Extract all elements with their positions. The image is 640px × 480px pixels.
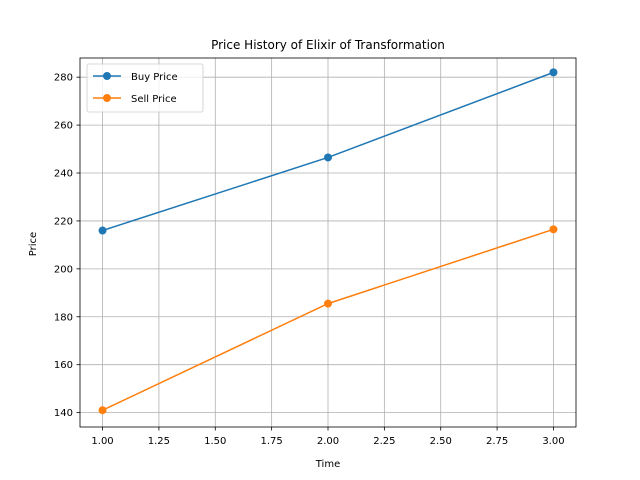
x-axis-ticks: 1.00 1.25 1.50 1.75 2.00 2.25 2.50 2.75 3.00 bbox=[91, 427, 565, 447]
y-tick-label: 240 bbox=[54, 169, 73, 180]
y-axis-ticks: 140 160 180 200 220 240 260 280 bbox=[54, 73, 80, 419]
x-tick-label: 2.50 bbox=[430, 436, 452, 447]
legend: Buy Price Sell Price bbox=[86, 63, 204, 113]
data-point bbox=[324, 153, 332, 162]
y-axis-label: Price bbox=[28, 232, 39, 256]
y-tick-label: 220 bbox=[54, 216, 73, 227]
legend-label: Sell Price bbox=[131, 94, 177, 105]
x-tick-label: 1.25 bbox=[148, 436, 170, 447]
legend-marker bbox=[103, 94, 111, 102]
x-tick-label: 1.00 bbox=[91, 436, 113, 447]
x-tick-label: 3.00 bbox=[542, 436, 564, 447]
grid bbox=[80, 58, 576, 427]
data-point bbox=[549, 225, 558, 234]
data-point bbox=[549, 68, 558, 77]
y-tick-label: 260 bbox=[54, 121, 73, 132]
x-tick-label: 2.25 bbox=[373, 436, 395, 447]
x-tick-label: 2.00 bbox=[317, 436, 339, 447]
y-tick-label: 160 bbox=[54, 360, 73, 371]
data-point bbox=[98, 226, 107, 235]
y-tick-label: 140 bbox=[54, 408, 73, 419]
y-tick-label: 180 bbox=[54, 312, 73, 323]
data-point bbox=[324, 299, 332, 308]
legend-label: Buy Price bbox=[131, 72, 178, 83]
x-tick-label: 1.75 bbox=[261, 436, 283, 447]
x-tick-label: 1.50 bbox=[204, 436, 226, 447]
y-tick-label: 280 bbox=[54, 73, 73, 84]
x-tick-label: 2.75 bbox=[486, 436, 508, 447]
x-axis-label: Time bbox=[315, 459, 340, 470]
y-tick-label: 200 bbox=[54, 264, 73, 275]
legend-marker bbox=[103, 72, 111, 80]
data-point bbox=[98, 406, 107, 415]
series-layer bbox=[98, 68, 558, 415]
chart-title: Price History of Elixir of Transformatio… bbox=[211, 38, 445, 52]
